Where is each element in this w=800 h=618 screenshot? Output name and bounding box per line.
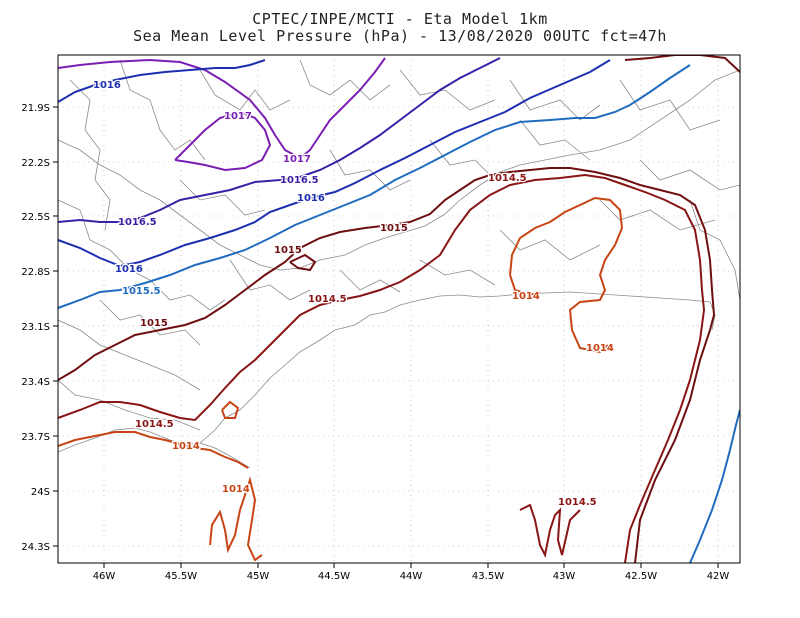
x-tick-label: 42.5W: [625, 571, 657, 582]
label-1014-b: 1014: [512, 291, 540, 302]
x-tick-label: 43W: [553, 571, 576, 582]
isobar-1014-island: [221, 400, 240, 419]
map-borders: [58, 59, 740, 469]
isobars: [58, 55, 740, 563]
label-1016_5-a: 1016.5: [280, 175, 319, 186]
y-axis: 21.9S 22.2S 22.5S 22.8S 23.1S 23.4S 23.7S 24S 24…: [21, 103, 58, 553]
label-1015_5-a: 1015.5: [122, 286, 161, 297]
label-1014_5-d: 1014.5: [558, 497, 597, 508]
x-tick-label: 43.5W: [472, 571, 504, 582]
label-1016-c: 1016: [115, 264, 143, 275]
y-tick-label: 23.1S: [21, 322, 50, 333]
label-1015-c: 1015: [380, 223, 408, 234]
isobar-1014-east-closed: [509, 196, 624, 354]
x-axis: 46W 45.5W 45W 44.5W 44W 43.5W 43W 42.5W 42W: [93, 563, 730, 582]
x-tick-label: 45W: [247, 571, 270, 582]
contour-labels: 1016 1017 1017 1016.5 1016 1016.5 1016 1015.5 10…: [92, 79, 615, 510]
isobar-1016-middle: [58, 59, 611, 268]
label-1014_5-a: 1014.5: [488, 173, 527, 184]
coastline: [58, 291, 716, 469]
isobar-1014-5-south: [519, 503, 581, 559]
y-tick-label: 24.3S: [21, 542, 50, 553]
x-tick-label: 44.5W: [318, 571, 350, 582]
label-1015-b: 1015: [140, 318, 168, 329]
isobar-1014-south-wiggles: [209, 476, 263, 562]
y-tick-label: 23.4S: [21, 377, 50, 388]
label-1016-a: 1016: [93, 80, 121, 91]
label-1016_5-b: 1016.5: [118, 217, 157, 228]
x-tick-label: 46W: [93, 571, 116, 582]
chart-title-line-2: Sea Mean Level Pressure (hPa) - 13/08/20…: [133, 27, 667, 45]
y-tick-label: 24S: [31, 487, 50, 498]
label-1017-a: 1017: [224, 111, 252, 122]
graticule: [58, 55, 740, 563]
isobar-1014-coast: [58, 431, 249, 469]
y-tick-label: 23.7S: [21, 432, 50, 443]
label-1014-c: 1014: [586, 343, 614, 354]
x-tick-label: 44W: [400, 571, 423, 582]
isobar-1015-loop: [289, 253, 317, 272]
y-tick-label: 22.8S: [21, 267, 50, 278]
x-tick-label: 42W: [707, 571, 730, 582]
state-border: [58, 69, 740, 271]
isobar-1015-5: [58, 64, 691, 309]
x-tick-label: 45.5W: [165, 571, 197, 582]
label-1015-a: 1015: [274, 245, 302, 256]
isobar-1016-upper: [58, 59, 266, 103]
label-1014_5-c: 1014.5: [135, 419, 174, 430]
map-frame: [57, 54, 741, 564]
isobar-1014-5: [58, 173, 706, 563]
chart-title-line-1: CPTEC/INPE/MCTI - Eta Model 1km: [252, 10, 548, 28]
label-1014_5-b: 1014.5: [308, 294, 347, 305]
isobar-1016-5-upper: [58, 57, 501, 223]
label-1017-b: 1017: [283, 154, 311, 165]
y-tick-label: 21.9S: [21, 103, 50, 114]
isobar-1017-loop: [174, 110, 272, 172]
isobar-1015-coast: [58, 167, 716, 563]
y-tick-label: 22.2S: [21, 158, 50, 169]
isobar-east-blue: [689, 409, 740, 563]
isobar-1017-north: [58, 57, 386, 160]
y-tick-label: 22.5S: [21, 212, 50, 223]
label-1014-a: 1014: [172, 441, 200, 452]
label-1014-d: 1014: [222, 484, 250, 495]
label-1016-b: 1016: [297, 193, 325, 204]
isobar-1015-east: [624, 55, 740, 73]
